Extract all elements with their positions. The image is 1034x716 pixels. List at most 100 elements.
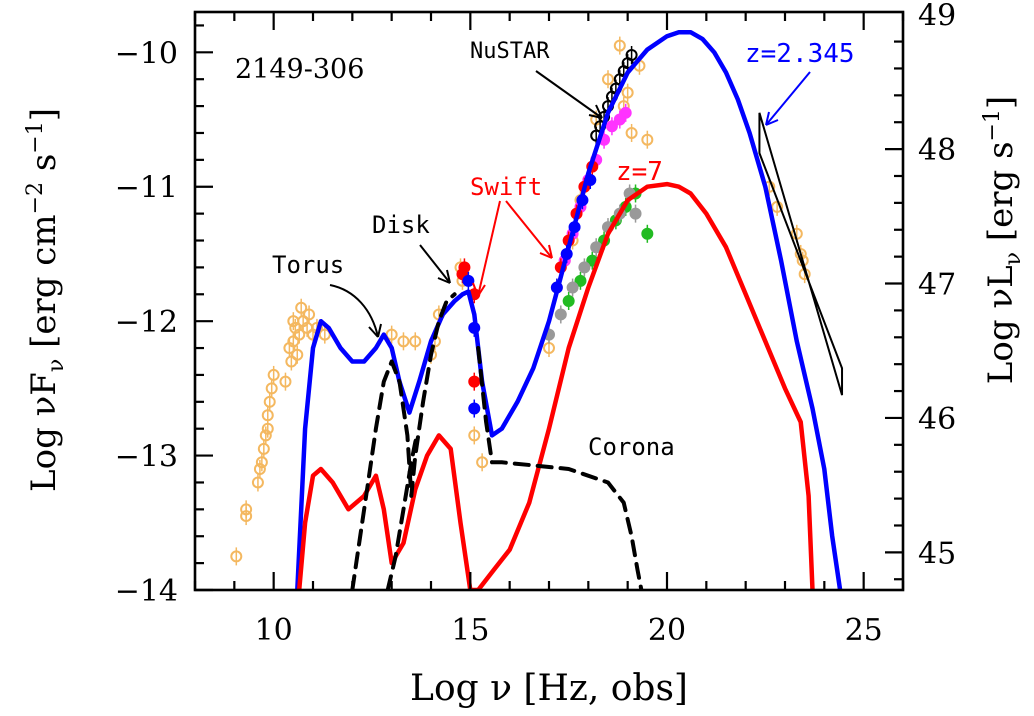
y-tick-label: −12 (115, 305, 178, 340)
data-point (602, 73, 614, 86)
series-line-corona (476, 346, 644, 590)
x-tick-label: 25 (845, 613, 883, 648)
data-point (629, 207, 642, 220)
data-point (259, 429, 272, 442)
annotation-nustar-arrowhead (588, 104, 603, 119)
y-axis-label-right-exp: −1 (980, 109, 1005, 141)
data-point (641, 227, 654, 240)
data-point (625, 126, 638, 139)
annotation-swift-arrow-2 (477, 200, 501, 297)
annotation-nustar: NuSTAR (470, 39, 550, 64)
annotation-swift-arrowhead-1 (539, 244, 553, 259)
annotation-disk-arrow (419, 244, 451, 284)
x-axis-label: Log ν [Hz, obs] (410, 668, 688, 709)
series-line-disk (385, 433, 420, 590)
annotation-corona: Corona (588, 433, 675, 461)
series-line-z-2-345 (295, 29, 843, 590)
data-point (458, 261, 471, 274)
annotation-torus-arrow (329, 284, 379, 338)
data-point (230, 550, 243, 563)
data-point (261, 409, 274, 422)
data-point (619, 106, 632, 119)
y-axis-label-left-units-pre: [erg cm (24, 214, 64, 358)
y-axis-label-right-sub: ν (1001, 252, 1026, 265)
data-point (293, 328, 306, 341)
x-tick-label: 15 (451, 613, 489, 648)
data-point (267, 368, 280, 381)
y2-tick-label: 47 (918, 268, 956, 303)
data-point (468, 402, 481, 415)
x-tick-label: 10 (255, 613, 293, 648)
data-point (291, 348, 304, 361)
series-line-torus (350, 292, 457, 590)
data-point (625, 49, 638, 62)
data-point (578, 261, 591, 274)
annotation-disk: Disk (372, 211, 430, 239)
data-point (574, 274, 587, 287)
data-point (265, 382, 278, 395)
data-point (318, 328, 331, 341)
series-archival (230, 36, 811, 566)
chart-title: 2149-306 (235, 54, 364, 85)
y-tick-label: −13 (115, 440, 178, 475)
data-point (287, 335, 300, 348)
data-point (263, 395, 276, 408)
data-point (462, 274, 475, 287)
y-axis-label-left: Log νFν [erg cm−2 s−1] (23, 108, 69, 492)
data-point (476, 456, 489, 469)
data-point (554, 308, 567, 321)
series-line-z-7 (296, 181, 815, 590)
annotation-swift: Swift (470, 173, 542, 201)
y-axis-label-left-main: Log νF (24, 372, 64, 492)
annotation-torus-arrowhead (368, 323, 382, 338)
data-point (605, 120, 618, 133)
data-point (613, 39, 626, 52)
data-point (385, 328, 398, 341)
annotation-swift-arrowhead-2 (472, 282, 486, 297)
annotation-z-obs: z=2.345 (745, 39, 855, 69)
data-point (240, 503, 253, 516)
data-point (255, 456, 268, 469)
data-point (257, 442, 270, 455)
annotation-z-obs-arrowhead (765, 111, 779, 126)
y-axis-label-left-units-mid: s (24, 154, 64, 182)
data-point (285, 355, 298, 368)
data-point (621, 86, 634, 99)
ticks-layer: 10 15 20 25 −14 −13 −12 −11 −10 45 46 47 48 49 (115, 0, 957, 648)
data-point (397, 335, 410, 348)
annotation-swift-arrow-1 (505, 200, 553, 259)
data-point (468, 429, 481, 442)
data-point (566, 281, 579, 294)
y2-tick-label: 48 (918, 133, 956, 168)
y-tick-label: −14 (115, 574, 178, 609)
y2-tick-label: 46 (918, 402, 956, 437)
data-point (295, 301, 308, 314)
data-point (468, 375, 481, 388)
annotation-z-obs-arrow (765, 71, 811, 126)
y2-tick-label: 45 (918, 536, 956, 571)
y-axis-label-left-units-post: ] (24, 108, 64, 121)
data-point (303, 308, 316, 321)
data-point (562, 295, 575, 307)
y-axis-label-left-exp1: −2 (23, 182, 48, 214)
data-point (279, 375, 292, 388)
y-tick-label: −11 (115, 171, 178, 206)
data-point (409, 335, 422, 348)
annotation-disk-arrowhead (437, 269, 451, 284)
y-axis-label-right: Log νLν [erg s−1] (980, 96, 1026, 384)
annotation-nustar-arrow (535, 70, 603, 119)
data-point (251, 476, 264, 489)
annotations: NuSTAR Swift Disk Torus Corona z=2.345 z… (272, 39, 855, 461)
y-tick-label: −10 (115, 36, 178, 71)
y-axis-label-left-exp2: −1 (23, 121, 48, 153)
fermi-bowtie (758, 112, 844, 396)
y-axis-label-right-main: Log νL (981, 265, 1021, 384)
y2-tick-label: 49 (918, 0, 956, 34)
x-tick-label: 20 (648, 613, 686, 648)
y-axis-label-left-sub: ν (44, 359, 69, 372)
annotation-z-7: z=7 (616, 157, 663, 187)
data-layer (230, 29, 844, 590)
y-axis-label-right-units-post: ] (981, 96, 1021, 109)
y-axis-label-right-units-pre: [erg s (981, 141, 1021, 251)
